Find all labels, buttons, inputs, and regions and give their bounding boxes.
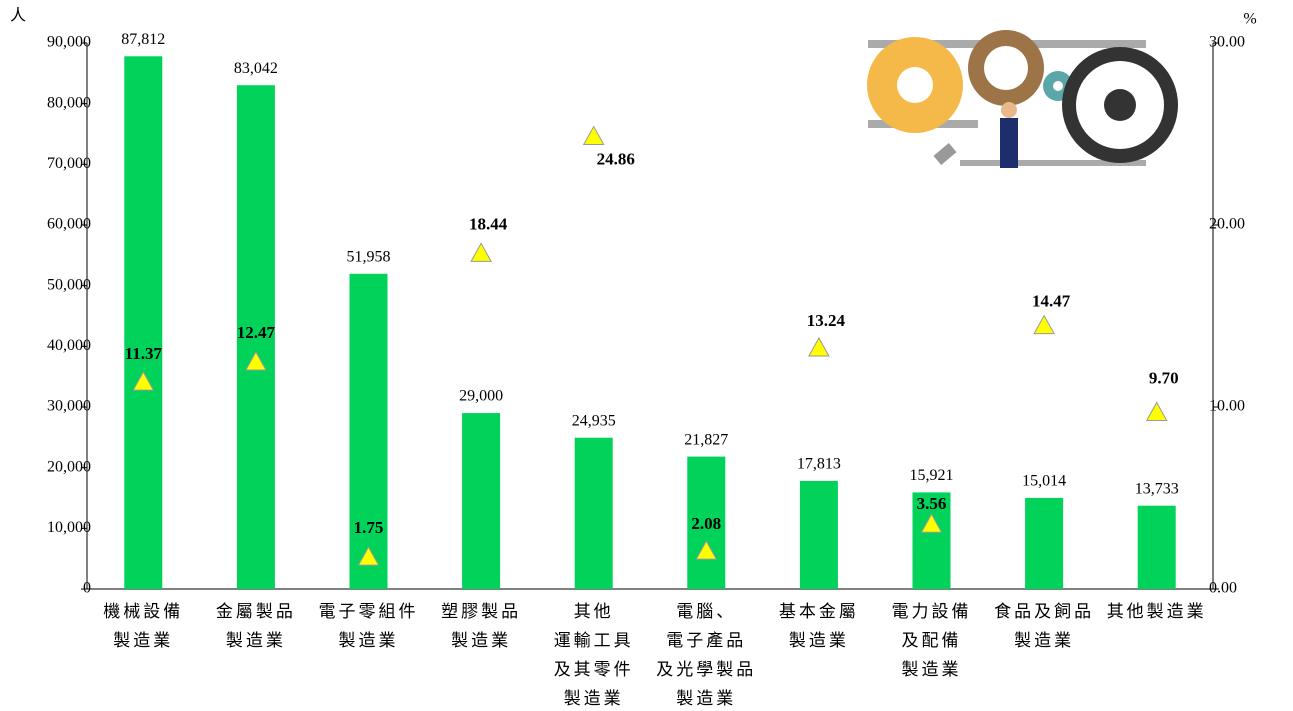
yticks-label: 20,000: [47, 458, 91, 475]
yticks-label: 40,000: [47, 337, 91, 354]
bar-value-label: 83,042: [234, 60, 278, 77]
x-tick-label: 其他製造業: [1107, 602, 1207, 621]
bar-value-label: 51,958: [347, 248, 391, 265]
bar-value-label: 15,014: [1022, 473, 1066, 490]
bar-value-label: 13,733: [1135, 480, 1179, 497]
bar: [1025, 497, 1064, 589]
bar: [574, 437, 613, 589]
y2ticks-label: 30.00: [1209, 34, 1245, 51]
y2ticks-label: 10.00: [1209, 398, 1245, 415]
x-tick-label: 機械設備製造業: [103, 602, 183, 650]
bar: [912, 492, 951, 589]
marker-value-label: 13.24: [807, 311, 846, 330]
y2ticks-label: 0.00: [1209, 580, 1237, 597]
marker-value-label: 12.47: [237, 323, 276, 342]
marker: [695, 540, 718, 560]
marker: [470, 242, 492, 262]
marker: [357, 546, 380, 566]
yticks-label: 10,000: [47, 519, 91, 536]
marker-value-label: 11.37: [125, 344, 163, 363]
yticks-label: 80,000: [47, 94, 91, 111]
marker: [808, 337, 830, 357]
bar-value-label: 87,812: [121, 31, 165, 48]
bar: [349, 273, 388, 589]
yticks-label: 0: [83, 580, 91, 597]
marker: [920, 513, 943, 533]
bar-value-label: 15,921: [910, 467, 954, 484]
x-tick-label: 電力設備及配備製造業: [892, 602, 972, 679]
marker-value-label: 24.86: [597, 149, 635, 168]
y2ticks-label: 20.00: [1209, 216, 1245, 233]
bar: [462, 413, 501, 589]
marker-value-label: 2.08: [691, 514, 721, 533]
x-tick-label: 食品及飼品製造業: [994, 602, 1094, 650]
bar: [124, 56, 163, 589]
x-tick-label: 金屬製品製造業: [216, 602, 296, 650]
marker: [582, 125, 605, 146]
x-tick-label: 塑膠製品製造業: [441, 602, 521, 650]
marker-value-label: 9.70: [1149, 368, 1179, 387]
x-tick-label: 電腦、電子產品及光學製品製造業: [656, 602, 756, 708]
marker: [1145, 401, 1168, 421]
yticks-label: 70,000: [47, 155, 91, 172]
yticks-label: 60,000: [47, 216, 91, 233]
marker-value-label: 18.44: [469, 214, 508, 233]
marker: [1033, 314, 1055, 335]
bar-value-label: 21,827: [684, 431, 728, 448]
illustration: [867, 30, 1178, 168]
bar-value-label: 17,813: [797, 456, 841, 473]
marker-value-label: 14.47: [1032, 292, 1071, 311]
bar-value-label: 29,000: [459, 388, 503, 405]
yticks-label: 50,000: [47, 276, 91, 293]
bar: [799, 480, 838, 589]
bar-value-label: 24,935: [572, 412, 616, 429]
marker: [245, 351, 267, 371]
yticks-label: 90,000: [47, 34, 91, 51]
marker-value-label: 1.75: [354, 518, 384, 537]
x-tick-label: 電子零組件製造業: [319, 602, 419, 650]
yticks-label: 30,000: [47, 398, 91, 415]
marker: [132, 371, 155, 391]
y-unit: 人: [10, 7, 26, 25]
x-tick-label: 其他運輸工具及其零件製造業: [554, 602, 634, 708]
bar: [236, 85, 275, 590]
bar: [687, 456, 726, 589]
bar: [1137, 505, 1176, 589]
marker-value-label: 3.56: [917, 494, 947, 513]
x-tick-label: 基本金屬製造業: [779, 602, 859, 650]
y2-unit: %: [1243, 11, 1256, 28]
